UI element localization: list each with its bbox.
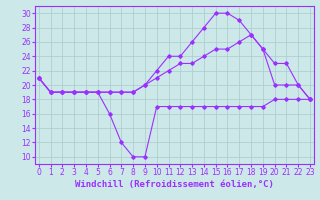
- X-axis label: Windchill (Refroidissement éolien,°C): Windchill (Refroidissement éolien,°C): [75, 180, 274, 189]
